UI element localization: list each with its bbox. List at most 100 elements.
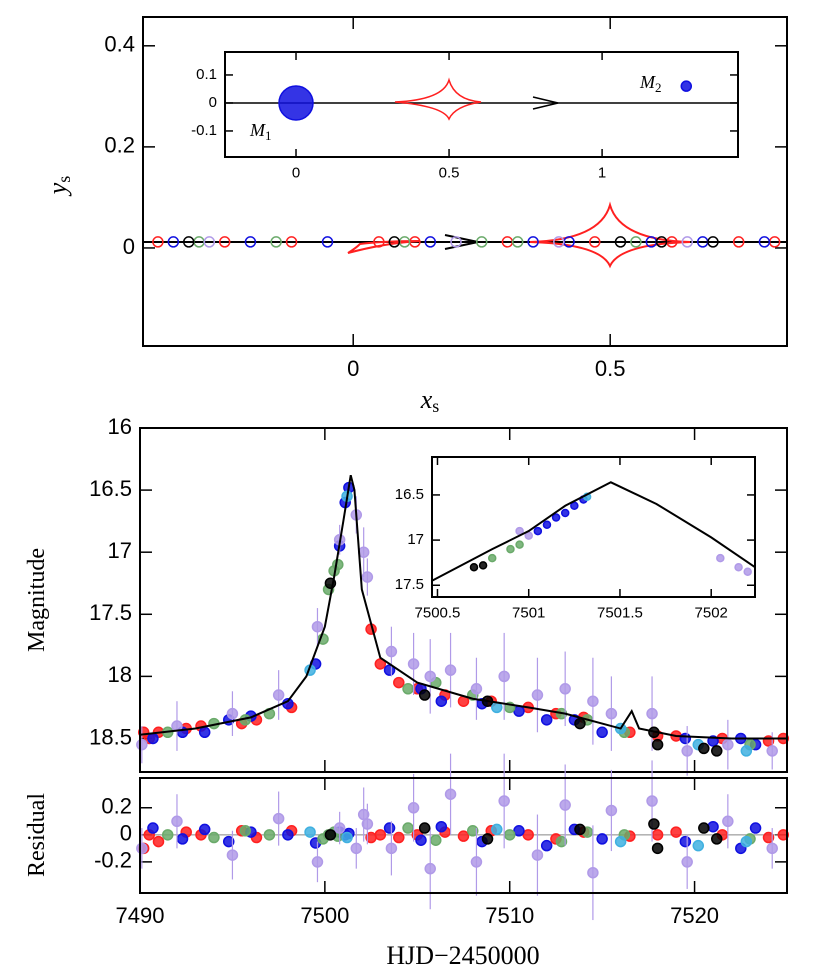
- x-tick-label: 0: [292, 164, 300, 181]
- data-point: [743, 567, 752, 576]
- data-point: [560, 508, 570, 518]
- data-point: [614, 835, 627, 848]
- y-tick-label: 0.1: [196, 66, 217, 83]
- data-point: [244, 236, 257, 248]
- data-point: [226, 707, 239, 720]
- x-tick-label: 0: [347, 356, 359, 381]
- data-point: [614, 236, 627, 248]
- data-point: [324, 829, 337, 841]
- y-tick-label: -0.2: [94, 848, 132, 873]
- data-point: [679, 732, 692, 745]
- y-tick-label: 17.5: [395, 576, 424, 593]
- data-point: [553, 236, 565, 248]
- data-point: [587, 866, 599, 879]
- y-tick-label: 0.4: [104, 32, 135, 57]
- data-point: [498, 670, 510, 683]
- data-point: [596, 726, 608, 739]
- y-tick-label: 16.5: [89, 476, 132, 501]
- data-point: [722, 815, 734, 828]
- data-point: [630, 236, 642, 248]
- data-point: [707, 820, 719, 833]
- data-point: [171, 815, 183, 828]
- x-tick-label: 7501.5: [597, 604, 643, 621]
- data-point: [418, 689, 431, 701]
- data-point: [648, 818, 660, 830]
- data-points: [152, 236, 781, 248]
- x-tick-label: 7500.5: [415, 604, 461, 621]
- data-point: [487, 553, 497, 563]
- data-point: [540, 839, 553, 852]
- x-axis-label-text: HJD−2450000: [386, 941, 539, 970]
- data-point: [373, 236, 385, 248]
- data-point: [758, 236, 771, 248]
- y-axis-label: ys: [43, 176, 74, 198]
- data-point: [152, 236, 164, 248]
- data-point: [515, 540, 524, 549]
- data-point: [655, 236, 668, 248]
- data-point: [147, 822, 159, 834]
- data-point: [511, 236, 524, 248]
- annotation: M2: [639, 72, 662, 95]
- data-point: [270, 236, 282, 248]
- data-point: [383, 664, 396, 676]
- data-point: [385, 645, 398, 658]
- data-point: [418, 822, 431, 834]
- data-point: [766, 745, 778, 757]
- y-tick-label: 17: [407, 531, 424, 548]
- data-point: [646, 795, 658, 807]
- data-point: [498, 795, 510, 807]
- y-tick-label: 18: [108, 662, 132, 687]
- data-point: [670, 826, 682, 838]
- x-tick-label: 7510: [485, 903, 534, 928]
- data-point: [707, 236, 719, 248]
- y-axis-label: Residual: [24, 793, 50, 877]
- data-point: [466, 825, 479, 837]
- data-point: [542, 520, 552, 529]
- data-point: [198, 823, 211, 836]
- data-point: [605, 707, 618, 720]
- data-point: [182, 236, 195, 248]
- data-point: [272, 812, 285, 825]
- data-point: [208, 831, 220, 844]
- y-tick-label: 17.5: [89, 600, 132, 625]
- data-point: [450, 236, 462, 248]
- annotation: M1: [249, 120, 272, 143]
- data-point: [311, 856, 324, 868]
- y-tick-label: 18.5: [89, 724, 132, 749]
- data-point: [749, 822, 762, 834]
- data-point: [444, 664, 457, 676]
- data-point: [402, 683, 414, 695]
- data-point: [651, 829, 664, 841]
- x-tick-label: 7502: [695, 604, 728, 621]
- data-point: [333, 822, 346, 834]
- planetary-caustic: [394, 77, 482, 121]
- data-point: [383, 822, 396, 834]
- data-point: [681, 745, 693, 757]
- data-point: [332, 558, 344, 571]
- data-point: [732, 236, 745, 248]
- data-point: [285, 236, 298, 248]
- data-point: [475, 236, 488, 248]
- data-point: [198, 726, 211, 739]
- data-point: [470, 856, 483, 868]
- data-point: [506, 544, 515, 554]
- data-point: [167, 236, 180, 248]
- data-point: [361, 818, 374, 830]
- y-axis-label-sub: s: [54, 176, 74, 183]
- data-point: [722, 738, 734, 751]
- x-axis-label-sub: s: [432, 396, 439, 416]
- x-tick-label: 0.5: [595, 356, 626, 381]
- data-point: [136, 842, 148, 855]
- annotation-sub: 1: [265, 128, 272, 143]
- data-point: [762, 831, 775, 844]
- data-point: [513, 825, 525, 837]
- data-point: [740, 745, 753, 757]
- y-tick-label: 0: [120, 821, 132, 846]
- data-point: [596, 833, 608, 845]
- data-point: [574, 823, 586, 836]
- data-point: [435, 695, 448, 707]
- data-point: [385, 842, 398, 855]
- data-point: [430, 834, 442, 846]
- data-point: [424, 670, 436, 683]
